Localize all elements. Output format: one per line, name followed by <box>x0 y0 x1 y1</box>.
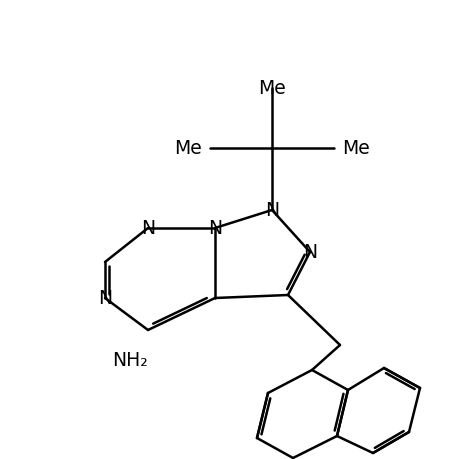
Text: Me: Me <box>342 139 370 157</box>
Text: N: N <box>141 218 155 237</box>
Text: NH₂: NH₂ <box>112 351 148 369</box>
Text: Me: Me <box>258 78 286 97</box>
Text: Me: Me <box>174 139 202 157</box>
Text: N: N <box>265 201 279 219</box>
Text: N: N <box>303 242 317 262</box>
Text: N: N <box>208 218 222 237</box>
Text: N: N <box>98 289 112 308</box>
